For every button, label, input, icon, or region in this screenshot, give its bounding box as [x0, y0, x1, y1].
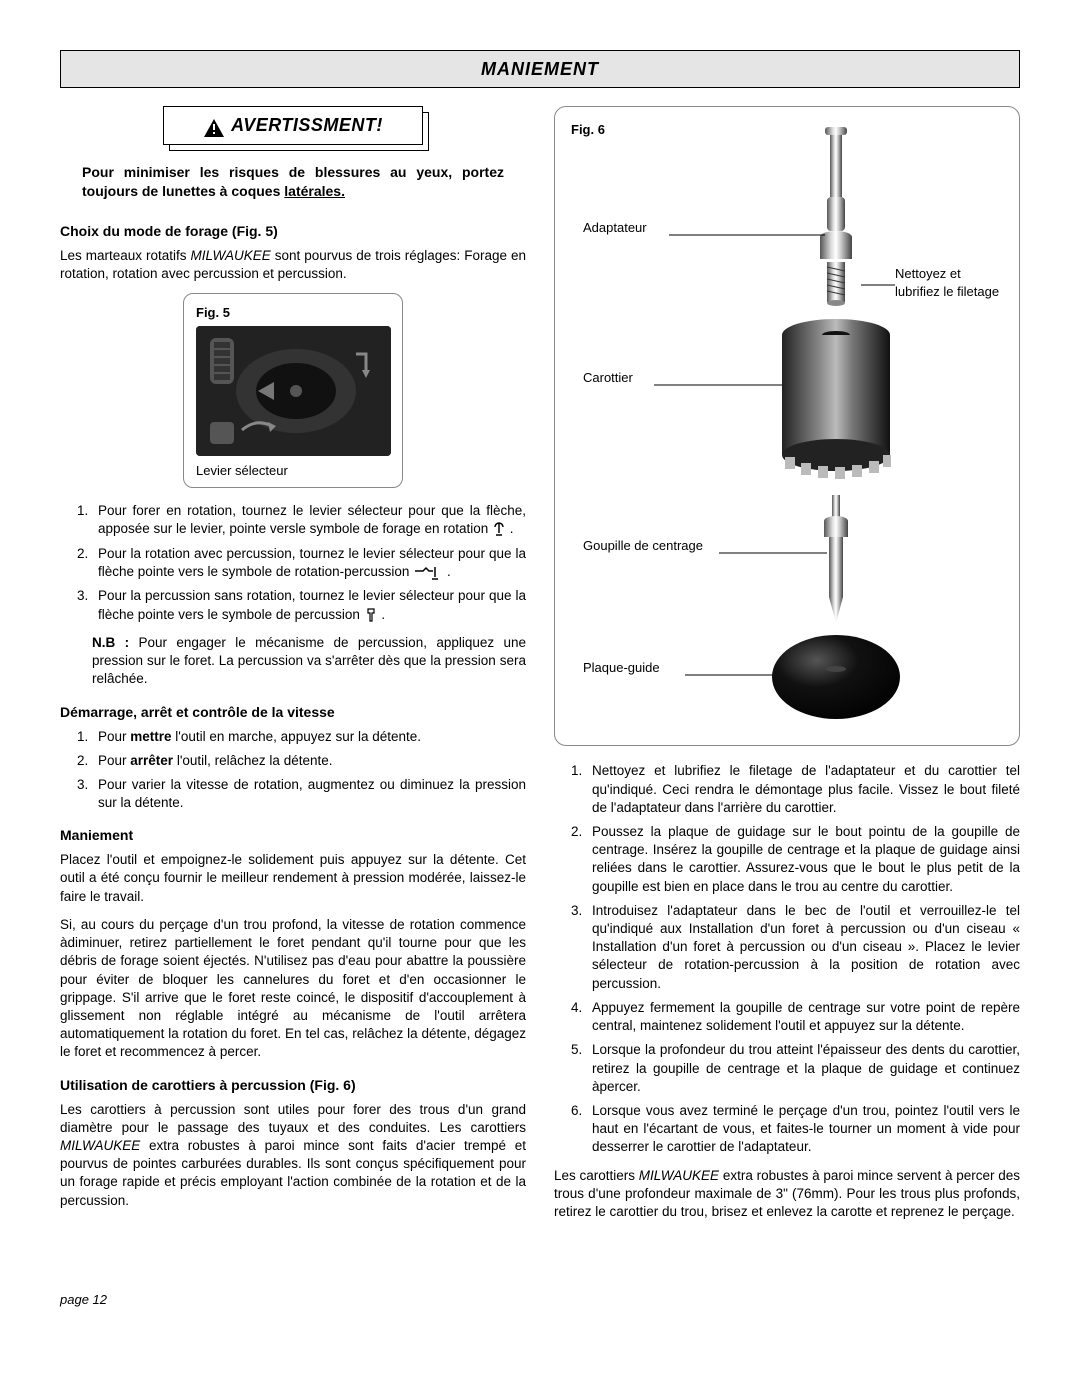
warning-triangle-icon	[203, 118, 225, 138]
figure-6: Fig. 6	[554, 106, 1020, 746]
warning-title: AVERTISSMENT!	[231, 115, 383, 135]
list-item: Introduisez l'adaptateur dans le bec de …	[586, 902, 1020, 993]
section-title: MANIEMENT	[60, 50, 1020, 88]
heading-mode-selection: Choix du mode de forage (Fig. 5)	[60, 222, 526, 241]
list-item: Pour mettre l'outil en marche, appuyez s…	[92, 728, 526, 746]
list-item: Poussez la plaque de guidage sur le bout…	[586, 823, 1020, 896]
list-item: Appuyez fermement la goupille de centrag…	[586, 999, 1020, 1035]
warning-box: AVERTISSMENT!	[163, 106, 423, 144]
heading-start-stop: Démarrage, arrêt et contrôle de la vites…	[60, 703, 526, 722]
drill-rotation-icon	[492, 521, 506, 539]
left-column: AVERTISSMENT! Pour minimiser les risques…	[60, 106, 526, 1231]
label-goupille: Goupille de centrage	[583, 537, 703, 555]
start-stop-list: Pour mettre l'outil en marche, appuyez s…	[80, 728, 526, 813]
nb-note: N.B : Pour engager le mécanisme de percu…	[92, 634, 526, 689]
fig6-diagram	[555, 117, 1019, 737]
para-final: Les carottiers MILWAUKEE extra robustes …	[554, 1167, 1020, 1222]
label-adapter: Adaptateur	[583, 219, 647, 237]
fig5-image	[196, 326, 391, 456]
label-carottier: Carottier	[583, 369, 633, 387]
hammer-icon	[364, 606, 378, 624]
fig6-steps: Nettoyez et lubrifiez le filetage de l'a…	[574, 762, 1020, 1156]
list-item: Lorsque vous avez terminé le perçage d'u…	[586, 1102, 1020, 1157]
fig5-caption: Levier sélecteur	[196, 462, 390, 480]
page-number: page 12	[60, 1291, 1020, 1309]
list-item: Pour varier la vitesse de rotation, augm…	[92, 776, 526, 812]
label-clean: Nettoyez et lubrifiez le filetage	[895, 265, 1005, 300]
label-plaque: Plaque-guide	[583, 659, 660, 677]
list-item: Lorsque la profondeur du trou atteint l'…	[586, 1041, 1020, 1096]
hammer-drill-icon	[413, 565, 443, 581]
heading-core-bits: Utilisation de carottiers à percussion (…	[60, 1076, 526, 1095]
right-column: Fig. 6	[554, 106, 1020, 1231]
para-core-bits: Les carottiers à percussion sont utiles …	[60, 1101, 526, 1210]
two-column-layout: AVERTISSMENT! Pour minimiser les risques…	[60, 106, 1020, 1231]
para-mode-intro: Les marteaux rotatifs MILWAUKEE sont pou…	[60, 247, 526, 283]
list-item: Pour la percussion sans rotation, tourne…	[92, 587, 526, 624]
heading-handling: Maniement	[60, 826, 526, 845]
list-item: Pour arrêter l'outil, relâchez la détent…	[92, 752, 526, 770]
list-item: Pour forer en rotation, tournez le levie…	[92, 502, 526, 539]
para-handling-2: Si, au cours du perçage d'un trou profon…	[60, 916, 526, 1062]
para-handling-1: Placez l'outil et empoignez-le solidemen…	[60, 851, 526, 906]
list-item: Nettoyez et lubrifiez le filetage de l'a…	[586, 762, 1020, 817]
fig5-label: Fig. 5	[196, 304, 390, 322]
figure-5: Fig. 5 Levier sélecteur	[183, 293, 403, 488]
list-item: Pour la rotation avec percussion, tourne…	[92, 545, 526, 581]
warning-text: Pour minimiser les risques de blessures …	[82, 163, 504, 202]
mode-list: Pour forer en rotation, tournez le levie…	[80, 502, 526, 624]
